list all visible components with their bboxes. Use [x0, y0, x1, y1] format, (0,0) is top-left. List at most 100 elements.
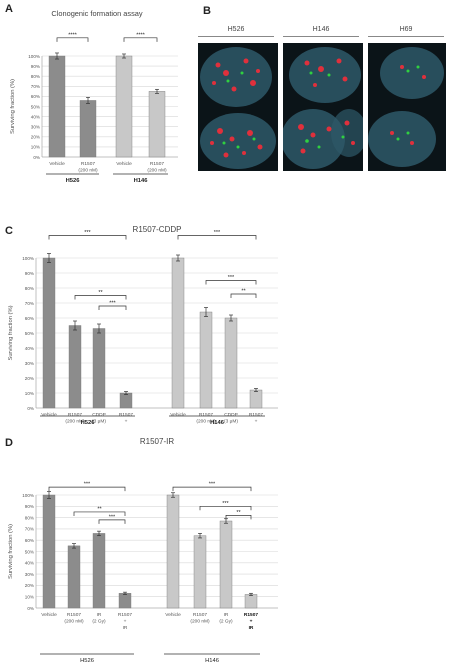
bar: [68, 325, 82, 409]
x-tick-label: CDDP: [224, 412, 238, 418]
group-label: H526: [66, 178, 81, 184]
x-tick-label: (3 μM): [92, 419, 106, 425]
micrograph-h69: [368, 43, 446, 171]
micrograph-h526-image: [200, 47, 276, 169]
micrograph-label-h69: H69: [399, 26, 413, 33]
micrograph-h146-image: [283, 47, 363, 169]
bar: [48, 55, 66, 158]
significance-label: **: [236, 510, 241, 516]
x-tick-label: (200 nM): [78, 168, 98, 174]
x-tick-label: R1507: [118, 612, 132, 618]
significance-bracket: [205, 280, 257, 285]
significance-bracket: [56, 37, 89, 42]
x-tick-label: R1507: [244, 612, 258, 618]
significance-bracket: [74, 295, 127, 300]
y-tick-label: 30%: [25, 572, 34, 577]
bar: [166, 494, 180, 609]
significance-bracket: [177, 235, 257, 240]
x-tick-label: (2 Gy): [219, 619, 233, 625]
y-tick-label: 20%: [31, 135, 40, 140]
group-label: H146: [134, 178, 149, 184]
x-tick-label: R1507: [193, 612, 207, 618]
x-tick-label: Vehicle: [41, 612, 57, 618]
x-tick-label: (200 nM): [147, 168, 167, 174]
y-tick-label: 30%: [25, 361, 34, 366]
y-tick-label: 20%: [25, 583, 34, 588]
micrograph-h69-image: [368, 47, 444, 167]
x-tick-label: +: [124, 620, 127, 625]
bar: [118, 593, 132, 609]
significance-label: ***: [214, 230, 221, 236]
panel-letter-b: B: [203, 5, 211, 17]
significance-label: ***: [109, 301, 116, 307]
bar: [148, 91, 166, 158]
bar: [219, 520, 233, 609]
group-label: H526: [81, 420, 96, 425]
x-tick-label: (2 Gy): [92, 619, 106, 625]
x-tick-label: IR: [123, 625, 128, 631]
bar: [244, 594, 258, 609]
x-tick-label: +: [125, 420, 128, 425]
x-tick-label: CDDP: [92, 412, 106, 418]
chart-title: R1507-CDDP: [133, 225, 182, 234]
x-tick-label: (200 nM): [65, 419, 85, 425]
x-tick-label: IR: [224, 612, 229, 618]
significance-label: **: [97, 506, 102, 512]
significance-bracket: [98, 519, 126, 524]
panel-letter-d: D: [5, 437, 13, 449]
bar: [193, 535, 207, 609]
y-tick-label: 10%: [31, 145, 40, 150]
x-tick-label: Vehicle: [41, 412, 57, 418]
x-tick-label: Vehicle: [116, 161, 132, 167]
y-axis-label: Surviving fraction (%): [8, 305, 14, 360]
significance-bracket: [73, 511, 126, 516]
y-tick-label: 40%: [25, 346, 34, 351]
y-tick-label: 60%: [25, 316, 34, 321]
chart-title: R1507-IR: [140, 437, 174, 446]
bar: [42, 257, 56, 409]
y-tick-label: 40%: [25, 561, 34, 566]
significance-label: ****: [136, 32, 145, 38]
x-tick-label: IR: [97, 612, 102, 618]
significance-bracket: [199, 505, 252, 511]
significance-bracket: [48, 486, 126, 492]
bar: [67, 545, 81, 609]
x-tick-label: (3 μM): [224, 419, 238, 425]
bar: [42, 494, 56, 609]
significance-bracket: [123, 37, 158, 42]
chart-title: Clonogenic formation assay: [51, 9, 143, 18]
y-tick-label: 0%: [27, 606, 34, 611]
y-tick-label: 0%: [33, 155, 40, 160]
significance-bracket: [98, 305, 127, 310]
y-tick-label: 70%: [25, 301, 34, 306]
x-tick-label: (200 nM): [64, 619, 84, 625]
y-tick-label: 90%: [31, 64, 40, 69]
micrograph-label-h526: H526: [227, 26, 245, 33]
x-tick-label: R1507: [67, 612, 81, 618]
x-tick-label: IR: [249, 625, 254, 631]
micrograph-rule: [198, 36, 274, 37]
micrograph-panel: H526 H146 H69: [196, 24, 446, 174]
y-tick-label: 90%: [25, 271, 34, 276]
bar: [92, 533, 106, 609]
micrograph-h146: [283, 43, 363, 171]
panel-letter-c: C: [5, 225, 13, 237]
bar: [224, 317, 238, 409]
bar: [92, 328, 106, 409]
significance-label: ****: [68, 32, 77, 38]
y-tick-label: 90%: [25, 504, 34, 509]
y-tick-label: 80%: [25, 515, 34, 520]
y-axis-label: Surviving fraction (%): [8, 524, 14, 579]
y-tick-label: 70%: [25, 527, 34, 532]
micrograph-h526: [198, 43, 278, 171]
y-tick-label: 0%: [27, 406, 34, 411]
y-tick-label: 10%: [25, 595, 34, 600]
x-tick-label: (200 nM): [196, 419, 216, 425]
significance-label: ***: [222, 501, 229, 507]
x-tick-label: (200 nM): [190, 619, 210, 625]
significance-bracket: [172, 486, 252, 492]
significance-label: ***: [84, 482, 91, 488]
x-tick-label: Vehicle: [170, 412, 186, 418]
bar: [249, 389, 263, 409]
chart-d: R1507-IR 0% 10% 20% 30% 40% 50% 60% 70% 80% 90% 100…: [8, 437, 278, 664]
